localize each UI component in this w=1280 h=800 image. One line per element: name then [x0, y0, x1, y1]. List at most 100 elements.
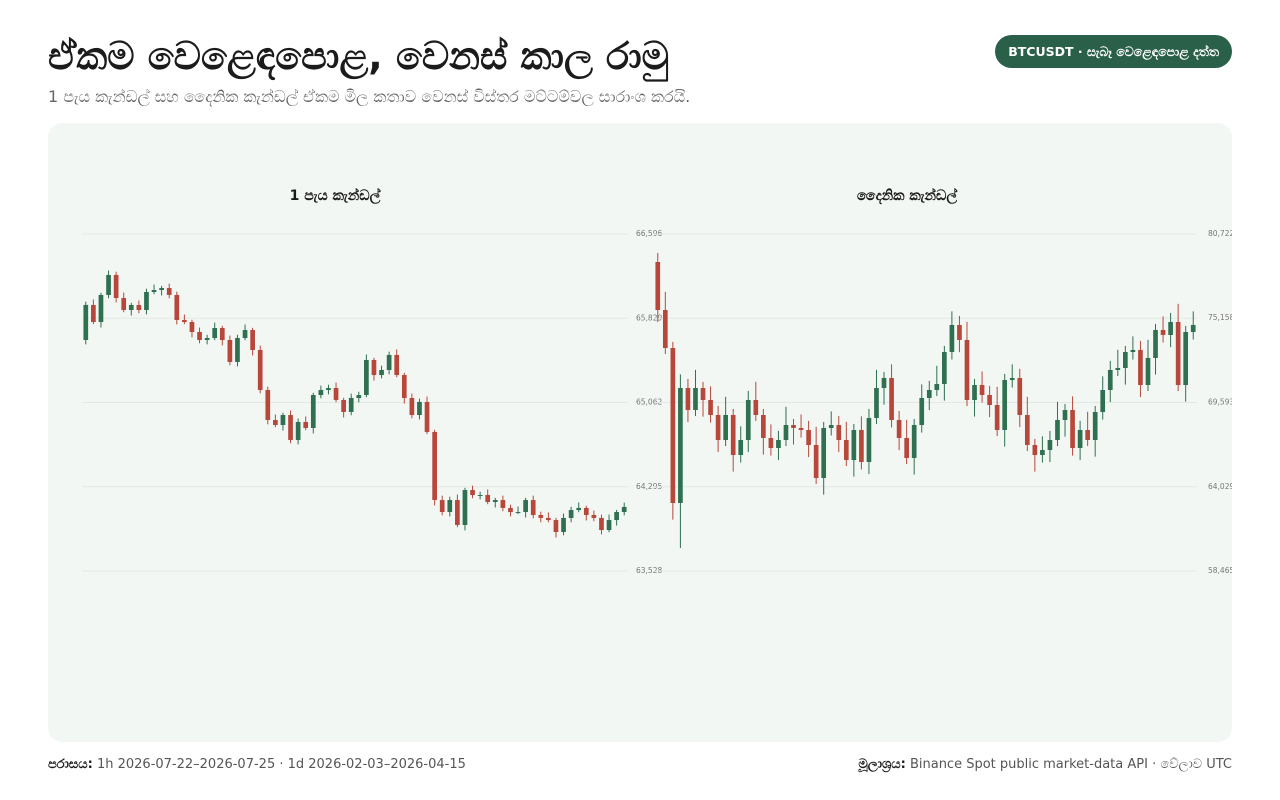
candle-body — [106, 274, 111, 295]
candle-body — [1107, 369, 1113, 390]
candle-body — [972, 384, 977, 400]
source-label: මූලාශ්‍රය: — [858, 757, 906, 772]
y-tick-label: 64,029 — [1208, 482, 1232, 491]
candle-body — [753, 399, 759, 415]
candle-body — [614, 512, 619, 521]
candle-body — [911, 424, 917, 458]
candle-body — [1047, 439, 1053, 450]
y-tick-label: 80,722 — [1208, 229, 1232, 238]
candle-body — [364, 359, 369, 396]
candle-body — [500, 500, 506, 508]
candle-body — [417, 401, 422, 416]
candle-body — [678, 387, 683, 504]
candle-body — [768, 437, 774, 448]
y-tick-label: 66,596 — [636, 229, 662, 238]
candle-body — [477, 494, 483, 496]
candle-body — [874, 387, 879, 418]
candle-body — [1175, 321, 1181, 385]
candle-body — [242, 330, 248, 339]
candle-body — [828, 424, 834, 428]
candle-body — [295, 421, 301, 440]
candle-body — [265, 389, 271, 420]
candle-body — [447, 500, 453, 513]
candle-body — [401, 375, 407, 398]
candle-body — [166, 288, 172, 295]
candle-body — [599, 517, 604, 531]
y-tick-label: 69,593 — [1208, 398, 1232, 407]
candle-body — [348, 397, 354, 412]
data-badge: BTCUSDT · සැබෑ වෙළෙඳපොළ දත්ත — [995, 35, 1232, 68]
candle-body — [386, 354, 392, 370]
candle-body — [806, 429, 811, 445]
candle-body — [745, 399, 751, 440]
candle-body — [791, 424, 796, 428]
candle-body — [182, 320, 187, 322]
y-tick-label: 64,295 — [636, 482, 662, 491]
candle-body — [934, 383, 940, 390]
candle-body — [341, 399, 346, 412]
candle-body — [1153, 329, 1158, 358]
candle-body — [159, 288, 164, 291]
candle-body — [1017, 377, 1023, 415]
candle-body — [250, 330, 255, 350]
candle-body — [964, 339, 970, 400]
source-text: Binance Spot public market-data API · වේ… — [909, 757, 1232, 772]
candle-body — [538, 514, 544, 518]
candle-body — [470, 490, 475, 495]
candle-body — [546, 517, 551, 521]
candle-body — [492, 500, 498, 503]
candle-body — [851, 429, 857, 460]
y-tick-label: 75,158 — [1208, 313, 1232, 322]
candle-body — [926, 389, 932, 398]
page-title: ඒකම වෙළෙඳපොළ, වෙනස් කාල රාමු — [48, 34, 669, 78]
candle-body — [1100, 389, 1106, 412]
candle-body — [379, 369, 384, 376]
candle-body — [91, 304, 96, 322]
footer-source: මූලාශ්‍රය: Binance Spot public market-da… — [858, 756, 1232, 774]
candle-body — [776, 439, 781, 448]
candle-body — [1138, 349, 1143, 385]
candle-body — [730, 414, 736, 455]
candle-body — [1168, 321, 1173, 335]
candle-body — [606, 520, 612, 531]
candle-body — [197, 331, 202, 340]
candle-body — [1062, 409, 1068, 420]
candle-body — [280, 415, 286, 426]
candle-body — [128, 304, 134, 311]
candle-body — [1160, 329, 1166, 335]
candle-body — [113, 274, 119, 299]
chart-title: දෛනික කැන්ඩල් — [857, 187, 958, 205]
candle-body — [942, 351, 947, 384]
candle-body — [723, 414, 728, 440]
candle-body — [1123, 351, 1128, 368]
candle-body — [1145, 357, 1151, 385]
candle-body — [693, 387, 698, 410]
candle-body — [685, 387, 691, 410]
candle-body — [1092, 411, 1098, 440]
candle-body — [1040, 449, 1045, 455]
candle-body — [1183, 331, 1189, 385]
candle-body — [553, 520, 559, 533]
chart-panel: 1 පැය කැන්ඩල් 63,528 64,295 65,062 65,829 66,… — [48, 123, 1232, 742]
candle-body — [356, 395, 362, 398]
y-tick-label: 58,465 — [1208, 566, 1232, 575]
candle-body — [318, 389, 324, 396]
candle-body — [1024, 414, 1030, 445]
candle-body — [708, 399, 713, 415]
candle-body — [439, 500, 445, 513]
candle-body — [949, 324, 955, 352]
candle-body — [303, 421, 309, 428]
candle-body — [813, 444, 819, 478]
candle-body — [1077, 429, 1083, 448]
chart-title: 1 පැය කැන්ඩල් — [290, 187, 382, 205]
candle-body — [896, 419, 902, 438]
candle-body — [761, 414, 766, 438]
candle-body — [212, 328, 218, 339]
candle-body — [235, 338, 240, 362]
candle-body — [508, 507, 513, 513]
page-subtitle: 1 පැය කැන්ඩල් සහ දෛනික කැන්ඩල් ඒකම මිල ක… — [48, 87, 691, 106]
candle-body — [121, 298, 127, 311]
candle-body — [288, 415, 293, 440]
candle-body — [455, 500, 460, 525]
